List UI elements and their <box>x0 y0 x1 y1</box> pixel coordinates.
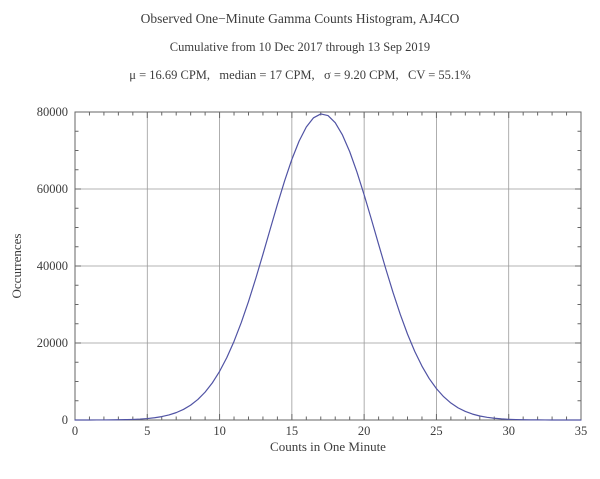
y-tick-label: 60000 <box>37 182 68 196</box>
chart-subtitle: Cumulative from 10 Dec 2017 through 13 S… <box>169 40 431 54</box>
x-tick-label: 20 <box>358 424 371 438</box>
x-tick-label: 0 <box>72 424 78 438</box>
chart-title: Observed One−Minute Gamma Counts Histogr… <box>140 11 460 26</box>
data-curve <box>74 113 582 421</box>
chart-generated: 0 5 10 15 20 25 30 35 0 20000 40000 60000 80000 <box>37 105 588 438</box>
y-tick-label: 40000 <box>37 259 68 273</box>
y-tick-label: 80000 <box>37 105 68 119</box>
y-tick-label: 0 <box>62 413 68 427</box>
y-tick-label: 20000 <box>37 336 68 350</box>
x-tick-label: 10 <box>213 424 226 438</box>
x-axis-label: Counts in One Minute <box>270 439 386 454</box>
x-tick-label: 15 <box>286 424 299 438</box>
x-tick-label: 30 <box>502 424 515 438</box>
x-tick-label: 5 <box>144 424 150 438</box>
x-tick-label: 25 <box>430 424 443 438</box>
y-axis-label: Occurrences <box>9 234 24 299</box>
chart-stats-line: μ = 16.69 CPM, median = 17 CPM, σ = 9.20… <box>129 68 471 82</box>
x-tick-label: 35 <box>575 424 588 438</box>
